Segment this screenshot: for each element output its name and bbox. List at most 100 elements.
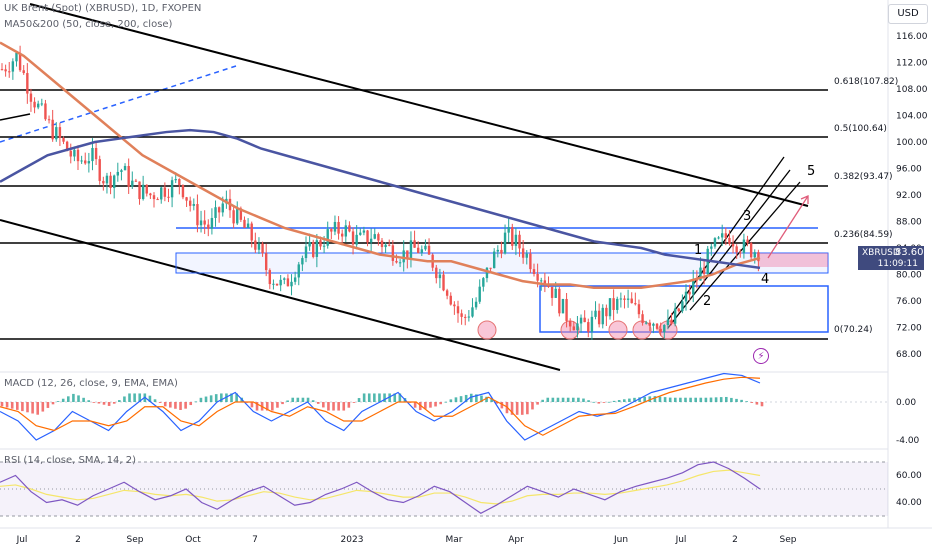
candle-body [616, 298, 619, 310]
macd-histogram-bar [373, 393, 376, 402]
candle-body [630, 298, 633, 304]
moving-average-series[interactable] [0, 41, 761, 289]
symbol-title[interactable]: UK Brent (Spot) (XBRUSD), 1D, FXOPEN [4, 3, 202, 14]
candle-body [565, 298, 568, 321]
macd-histogram-bar [87, 400, 91, 402]
macd-histogram-bar [520, 402, 524, 415]
candle-body [250, 223, 253, 241]
candle-body [540, 280, 543, 282]
macd-histogram-bar [607, 401, 611, 403]
macd-histogram-bar [694, 397, 697, 402]
candle-body [424, 245, 427, 250]
macd-histogram-bar [653, 396, 657, 402]
macd-histogram-bar [342, 402, 346, 411]
macd-histogram-bar [209, 395, 213, 402]
candle-body [460, 313, 463, 317]
macd-histogram-bar [536, 402, 539, 405]
candle-body [757, 252, 760, 262]
macd-histogram-bar [174, 402, 177, 409]
wave-channel-lower[interactable] [667, 169, 791, 329]
candle-body [322, 245, 326, 247]
channel-upper-line[interactable] [29, 3, 809, 207]
price-axis[interactable]: 116.00 112.00 108.00 104.00 100.00 96.00 92.00… [896, 32, 928, 508]
candle-body [301, 258, 304, 265]
macd-histogram-bar [61, 398, 65, 402]
channel-lower-line[interactable] [0, 219, 561, 371]
candle-body [4, 69, 7, 72]
candle-body [746, 239, 749, 244]
macd-histogram-bar [643, 396, 646, 402]
macd-histogram-bar [571, 397, 575, 402]
candle-body [87, 161, 91, 164]
macd-histogram-bar [327, 402, 330, 411]
bottom-marker-4[interactable] [632, 320, 652, 340]
time-axis-tick: 2 [732, 535, 738, 545]
macd-histogram-bar [592, 401, 595, 403]
candle-body [514, 234, 518, 246]
rsi-legend[interactable]: RSI (14, close, SMA, 14, 2) [4, 455, 137, 466]
candle-body [141, 184, 145, 200]
macd-histogram-bar [112, 402, 116, 404]
time-axis-tick: Apr [508, 535, 524, 545]
candle-body [558, 288, 561, 314]
macd-histogram-bar [730, 397, 733, 402]
candle-body [449, 295, 452, 305]
flash-icon[interactable]: ⚡ [753, 348, 769, 364]
macd-legend[interactable]: MACD (12, 26, close, 9, EMA, EMA) [4, 378, 178, 389]
bottom-marker-1[interactable] [477, 320, 497, 340]
candle-body [576, 323, 579, 331]
pink-zone[interactable] [758, 253, 828, 267]
time-axis[interactable]: Jul 2 Sep Oct 7 2023 Mar Apr Jun Jul 2 Sep [16, 535, 797, 545]
macd-histogram-bar [413, 402, 417, 408]
candle-body [203, 220, 206, 225]
last-price-tag: XBRUSD 83.60 11:09:11 [858, 246, 924, 270]
candle-body [91, 147, 94, 162]
macd-histogram-bar [31, 402, 34, 414]
rsi-pane[interactable] [0, 461, 761, 515]
macd-histogram-bar [82, 397, 85, 402]
macd-histogram-bar [684, 397, 687, 402]
currency-button[interactable]: USD [888, 4, 928, 24]
candle-body [478, 286, 481, 302]
price-axis-tick: 108.00 [896, 85, 928, 95]
macd-histogram-bar [235, 393, 238, 402]
candle-body [257, 243, 261, 250]
candle-body [384, 244, 387, 248]
candle-body [340, 233, 344, 237]
candle-body [69, 150, 72, 157]
ma50-line [0, 41, 761, 289]
candle-body [44, 103, 47, 120]
candle-body [366, 230, 369, 243]
macd-histogram-bar [475, 394, 478, 402]
candle-body [554, 288, 557, 298]
candle-body [214, 207, 217, 218]
candle-body [489, 267, 492, 269]
candle-body [355, 234, 358, 245]
candle-body [496, 249, 500, 252]
macd-pane[interactable] [0, 372, 764, 441]
macd-histogram-bar [566, 397, 570, 402]
macd-histogram-bar [444, 401, 448, 403]
candle-body [529, 253, 532, 270]
macd-histogram-bar [357, 398, 361, 402]
macd-histogram-bar [515, 402, 519, 415]
macd-histogram-bar [337, 402, 340, 411]
bottom-marker-3[interactable] [608, 320, 628, 340]
macd-histogram-bar [398, 393, 402, 402]
ma-legend[interactable]: MA50&200 (50, close, 200, close) [4, 19, 173, 30]
candle-body [702, 267, 706, 275]
consolidation-box[interactable] [539, 285, 829, 333]
candle-body [688, 291, 691, 295]
candle-body [112, 175, 116, 188]
macd-histogram-bar [495, 402, 499, 404]
time-axis-tick: 2023 [341, 535, 364, 545]
candle-body [503, 232, 507, 254]
candle-body [547, 285, 550, 287]
channel-mid-line[interactable] [0, 113, 31, 121]
candle-body [532, 269, 536, 274]
macd-histogram-bar [699, 397, 703, 402]
projection-arrow[interactable] [767, 195, 809, 259]
candle-body [163, 187, 167, 197]
candle-body [753, 252, 756, 258]
